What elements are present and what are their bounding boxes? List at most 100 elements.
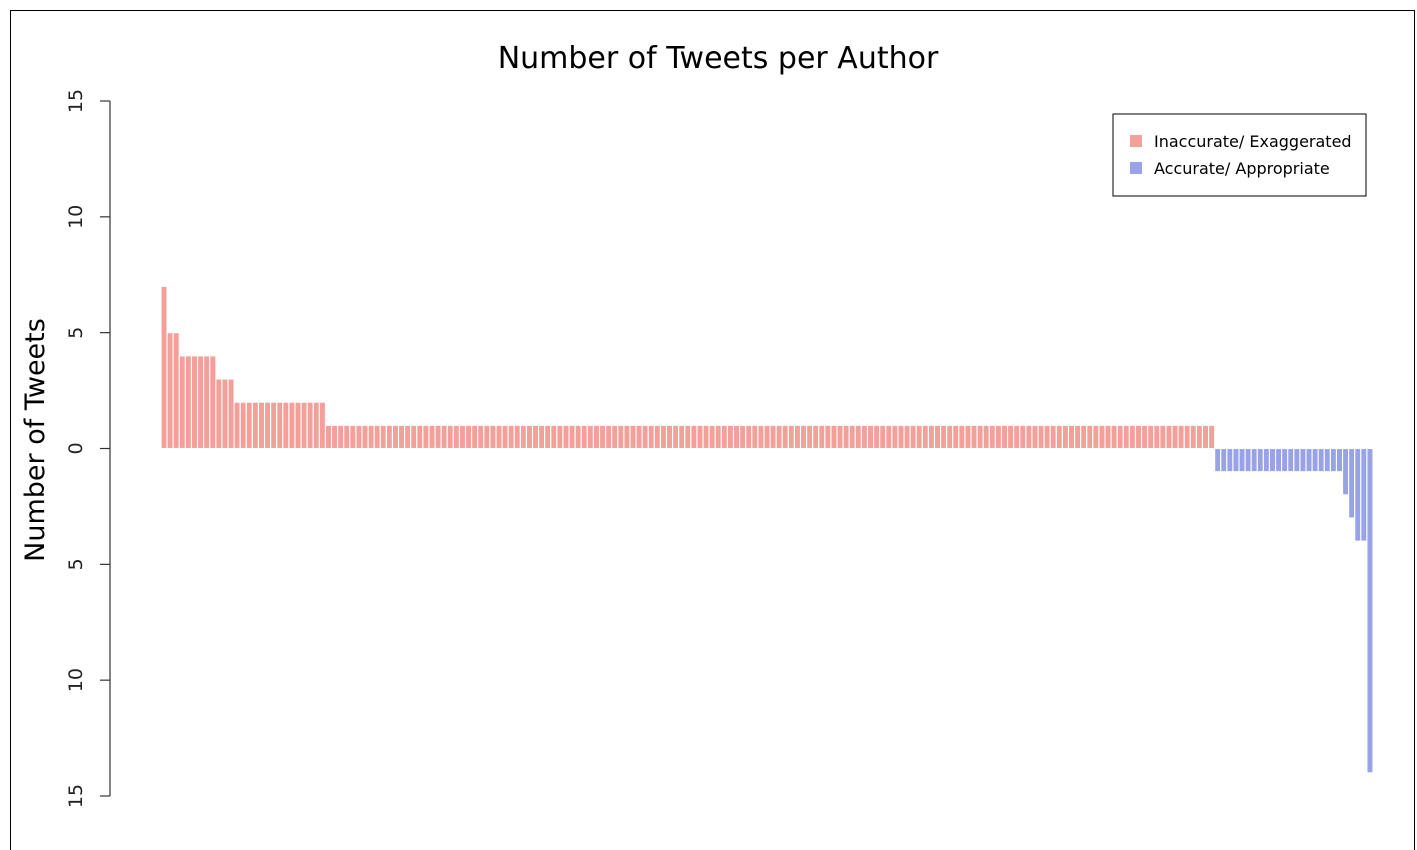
bar-inaccurate bbox=[1067, 424, 1076, 450]
bar-inaccurate bbox=[1110, 424, 1118, 450]
bar-accurate bbox=[1354, 447, 1362, 542]
bar-inaccurate bbox=[836, 424, 844, 450]
bar-inaccurate bbox=[501, 424, 509, 450]
bar-inaccurate bbox=[367, 424, 375, 450]
bar-inaccurate bbox=[1031, 424, 1039, 450]
bar-accurate bbox=[1366, 447, 1374, 774]
bar-inaccurate bbox=[330, 424, 339, 450]
bar-accurate bbox=[1250, 447, 1258, 473]
bar-inaccurate bbox=[525, 424, 534, 450]
bar-inaccurate bbox=[885, 424, 893, 450]
bar-inaccurate bbox=[897, 424, 905, 450]
bar-inaccurate bbox=[1195, 424, 1204, 450]
bar-inaccurate bbox=[422, 424, 430, 450]
bar-inaccurate bbox=[605, 424, 613, 450]
bar-inaccurate bbox=[404, 424, 412, 450]
bar-inaccurate bbox=[489, 424, 497, 450]
bar-inaccurate bbox=[538, 424, 546, 450]
bar-inaccurate bbox=[550, 424, 558, 450]
bar-inaccurate bbox=[251, 401, 259, 450]
bar-inaccurate bbox=[160, 285, 168, 450]
bar-inaccurate bbox=[580, 424, 588, 450]
bar-inaccurate bbox=[891, 424, 899, 450]
bar-inaccurate bbox=[970, 424, 978, 450]
bar-inaccurate bbox=[221, 378, 229, 450]
bar-inaccurate bbox=[903, 424, 911, 450]
bar-accurate bbox=[1238, 447, 1246, 473]
bar-inaccurate bbox=[373, 424, 381, 450]
y-tick-label: 10 bbox=[65, 668, 87, 692]
bar-inaccurate bbox=[440, 424, 448, 450]
bar-inaccurate bbox=[1189, 424, 1197, 450]
bar-inaccurate bbox=[166, 332, 174, 450]
bar-inaccurate bbox=[196, 355, 205, 450]
bar-inaccurate bbox=[812, 424, 820, 450]
bar-inaccurate bbox=[519, 424, 527, 450]
bar-inaccurate bbox=[184, 355, 193, 450]
bar-inaccurate bbox=[306, 401, 314, 450]
legend-swatch bbox=[1130, 162, 1142, 174]
bar-accurate bbox=[1232, 447, 1240, 473]
bar-chart: Number of Tweets per Author Number of Tw… bbox=[20, 41, 1374, 808]
bar-inaccurate bbox=[818, 424, 826, 450]
bar-inaccurate bbox=[1201, 424, 1210, 450]
bar-inaccurate bbox=[428, 424, 436, 450]
legend-label: Accurate/ Appropriate bbox=[1154, 159, 1330, 178]
bar-inaccurate bbox=[1171, 424, 1179, 450]
bar-inaccurate bbox=[958, 424, 966, 450]
bar-inaccurate bbox=[379, 424, 387, 450]
bar-inaccurate bbox=[641, 424, 649, 450]
bar-inaccurate bbox=[726, 424, 735, 450]
bar-inaccurate bbox=[1128, 424, 1137, 450]
bar-inaccurate bbox=[611, 424, 619, 450]
bar-inaccurate bbox=[355, 424, 363, 450]
bar-inaccurate bbox=[215, 378, 223, 450]
bar-inaccurate bbox=[952, 424, 960, 450]
bar-accurate bbox=[1341, 447, 1350, 496]
bar-inaccurate bbox=[209, 355, 217, 450]
bar-accurate bbox=[1323, 447, 1331, 473]
bar-inaccurate bbox=[282, 401, 290, 450]
bar-inaccurate bbox=[1159, 424, 1167, 450]
bar-accurate bbox=[1256, 447, 1264, 473]
bar-accurate bbox=[1275, 447, 1283, 473]
bars-group bbox=[160, 285, 1374, 774]
bar-inaccurate bbox=[300, 401, 308, 450]
bar-inaccurate bbox=[361, 424, 369, 450]
bar-inaccurate bbox=[507, 424, 515, 450]
bar-inaccurate bbox=[1092, 424, 1100, 450]
bar-inaccurate bbox=[294, 401, 302, 450]
bar-inaccurate bbox=[227, 378, 235, 450]
bar-inaccurate bbox=[775, 424, 783, 450]
bar-inaccurate bbox=[739, 424, 747, 450]
bar-inaccurate bbox=[793, 424, 802, 450]
y-axis-label: Number of Tweets bbox=[20, 318, 51, 562]
bar-inaccurate bbox=[397, 424, 406, 450]
bar-inaccurate bbox=[860, 424, 869, 450]
bar-inaccurate bbox=[1074, 424, 1082, 450]
bar-inaccurate bbox=[324, 424, 333, 450]
bar-inaccurate bbox=[933, 424, 942, 450]
bar-inaccurate bbox=[495, 424, 503, 450]
bar-inaccurate bbox=[483, 424, 491, 450]
bar-inaccurate bbox=[909, 424, 917, 450]
bar-inaccurate bbox=[720, 424, 728, 450]
bar-accurate bbox=[1329, 447, 1338, 473]
y-tick-label: 15 bbox=[65, 89, 87, 113]
bar-inaccurate bbox=[940, 424, 948, 450]
bar-inaccurate bbox=[574, 424, 582, 450]
bar-accurate bbox=[1311, 447, 1319, 473]
bar-inaccurate bbox=[1141, 424, 1149, 450]
bar-inaccurate bbox=[592, 424, 601, 450]
bar-inaccurate bbox=[964, 424, 972, 450]
bar-inaccurate bbox=[1055, 424, 1063, 450]
bar-inaccurate bbox=[1122, 424, 1130, 450]
bar-inaccurate bbox=[477, 424, 485, 450]
bar-inaccurate bbox=[842, 424, 850, 450]
bar-inaccurate bbox=[245, 401, 253, 450]
bar-inaccurate bbox=[178, 355, 186, 450]
bar-inaccurate bbox=[343, 424, 351, 450]
bar-inaccurate bbox=[1007, 424, 1015, 450]
y-axis: 15 10 5 0 5 10 15 bbox=[65, 89, 111, 808]
bar-inaccurate bbox=[1061, 424, 1070, 450]
